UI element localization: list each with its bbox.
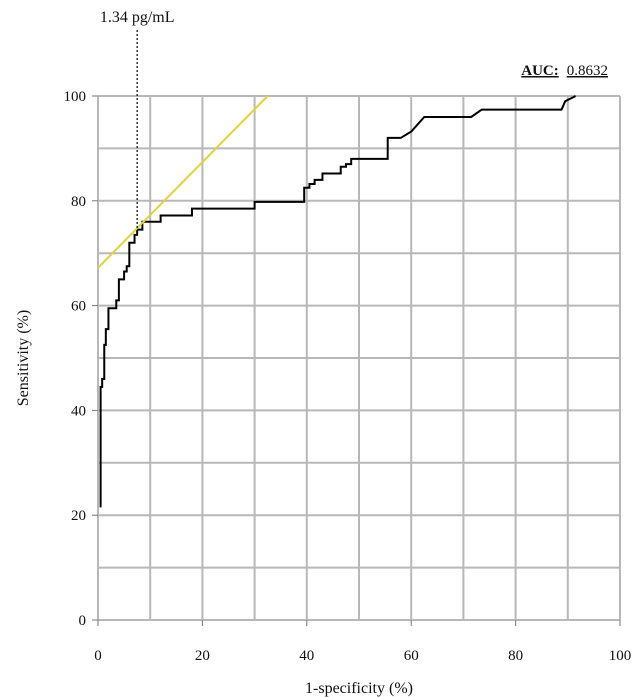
y-axis-ticks: 0 20 40 60 80 100 bbox=[64, 89, 98, 629]
y-tick-label: 100 bbox=[64, 89, 87, 105]
x-tick-label: 40 bbox=[299, 648, 314, 664]
y-tick-label: 20 bbox=[71, 508, 86, 524]
x-tick-label: 80 bbox=[508, 648, 523, 664]
y-tick-label: 60 bbox=[71, 299, 86, 315]
gridlines bbox=[97, 95, 621, 621]
x-tick-label: 60 bbox=[404, 648, 419, 664]
auc-label: AUC: bbox=[521, 63, 559, 79]
x-tick-label: 20 bbox=[195, 648, 210, 664]
y-tick-label: 40 bbox=[71, 403, 86, 419]
tangent-line bbox=[97, 95, 269, 269]
series-layer bbox=[97, 95, 577, 508]
auc-annotation: AUC: 0.8632 bbox=[521, 62, 608, 79]
y-tick-label: 80 bbox=[71, 194, 86, 210]
x-axis-label: 1-specificity (%) bbox=[305, 680, 413, 697]
auc-value: 0.8632 bbox=[567, 63, 608, 79]
x-tick-label: 100 bbox=[609, 648, 632, 664]
y-axis-label: Sensitivity (%) bbox=[15, 310, 32, 406]
threshold-annotation: 1.34 pg/mL bbox=[100, 9, 175, 26]
x-tick-label: 0 bbox=[94, 648, 102, 664]
y-tick-label: 0 bbox=[79, 613, 87, 629]
x-axis-ticks: 0 20 40 60 80 100 bbox=[94, 620, 631, 664]
roc-curve bbox=[99, 95, 577, 508]
